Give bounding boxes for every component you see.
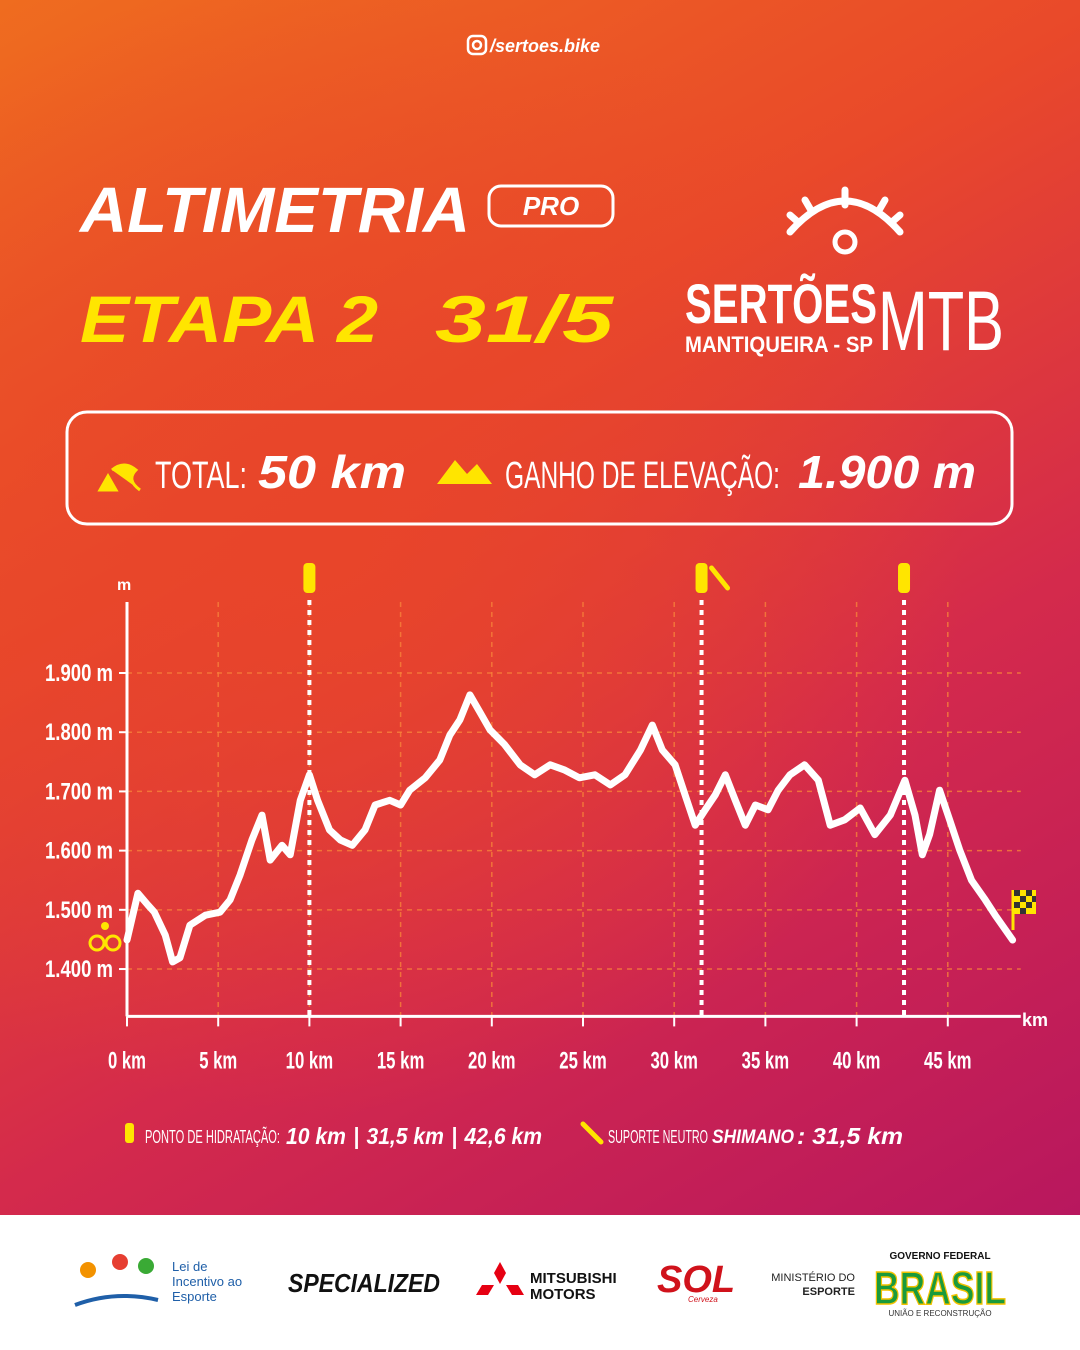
bottle-icon bbox=[125, 1123, 134, 1143]
instagram-icon bbox=[466, 34, 488, 56]
start-icon bbox=[88, 922, 122, 952]
instagram-icon bbox=[471, 39, 483, 51]
header: /sertoes.bike ALTIMETRIA PRO ETAPA 2 31/… bbox=[78, 34, 615, 356]
chart: 1.400 m 1.500 m 1.600 m 1.700 m 1.800 m 1.900… bbox=[45, 563, 1021, 1074]
stage: ETAPA 2 bbox=[80, 282, 378, 356]
badge-frame bbox=[487, 184, 615, 228]
wrench-icon bbox=[709, 565, 731, 591]
sol-sub: Cerveza bbox=[688, 1295, 718, 1304]
x-tick-label: 45 km bbox=[924, 1047, 972, 1074]
ministerio: MINISTÉRIO DO bbox=[771, 1271, 855, 1284]
stats-frame bbox=[65, 410, 1014, 526]
date: 31/5 bbox=[435, 282, 615, 356]
sponsors: Lei de Incentivo ao Esporte SPECIALIZED … bbox=[74, 1251, 1007, 1318]
stats: TOTAL: 50 km GANHO DE ELEVAÇÃO: 1.900 m bbox=[65, 410, 1014, 526]
mitsubishi: MITSUBISHI bbox=[530, 1270, 617, 1287]
lei-text: Lei de bbox=[172, 1259, 207, 1274]
title: ALTIMETRIA bbox=[78, 174, 470, 246]
bottle-icon bbox=[303, 563, 316, 593]
profile-line bbox=[123, 691, 1017, 966]
gov-sub: UNIÃO E RECONSTRUÇÃO bbox=[888, 1309, 991, 1318]
bottle-icon bbox=[695, 563, 708, 593]
x-tick-label: 20 km bbox=[468, 1047, 516, 1074]
logo-suffix: MTB bbox=[878, 274, 1004, 368]
hydration-value: 10 km bbox=[286, 1123, 346, 1149]
total-value: 50 km bbox=[258, 446, 406, 498]
x-tick-label: 15 km bbox=[377, 1047, 425, 1074]
logo-ray bbox=[888, 211, 904, 226]
logo-ray bbox=[874, 196, 889, 216]
specialized: SPECIALIZED bbox=[288, 1268, 440, 1298]
mitsubishi: MOTORS bbox=[530, 1286, 596, 1303]
logo-ray bbox=[786, 211, 802, 226]
support-brand: SHIMANO bbox=[712, 1127, 794, 1148]
logo-place: MANTIQUEIRA - SP bbox=[685, 332, 873, 357]
gov-main: BRASIL bbox=[874, 1262, 1006, 1314]
lei-text: Incentivo ao bbox=[172, 1274, 242, 1289]
route-icon bbox=[97, 463, 141, 492]
x-tick-label: 30 km bbox=[650, 1047, 698, 1074]
lei-text: Esporte bbox=[172, 1289, 217, 1304]
total-label: TOTAL: bbox=[155, 455, 247, 497]
y-tick-label: 1.500 m bbox=[45, 897, 113, 924]
footer bbox=[0, 1215, 1080, 1350]
background bbox=[0, 0, 1080, 1215]
event-logo bbox=[786, 186, 904, 255]
hydration-value: 31,5 km bbox=[366, 1123, 443, 1149]
logo-ray bbox=[801, 196, 816, 216]
y-tick-label: 1.700 m bbox=[45, 778, 113, 805]
mitsubishi-icon bbox=[476, 1262, 524, 1295]
separator: | bbox=[451, 1123, 457, 1149]
gov-top: GOVERNO FEDERAL bbox=[889, 1251, 990, 1262]
sol: SOL bbox=[657, 1259, 735, 1301]
lei-icon bbox=[74, 1254, 159, 1307]
bottle-icon bbox=[898, 563, 911, 593]
y-tick-label: 1.800 m bbox=[45, 719, 113, 746]
wrench-icon bbox=[580, 1121, 604, 1145]
y-tick-label: 1.400 m bbox=[45, 956, 113, 983]
ministerio: ESPORTE bbox=[802, 1286, 855, 1298]
support-label: SUPORTE NEUTRO bbox=[608, 1127, 708, 1147]
hydration-values: 10 km | 31,5 km | 42,6 km bbox=[286, 1123, 542, 1149]
x-tick-label: 40 km bbox=[833, 1047, 881, 1074]
handle: /sertoes.bike bbox=[489, 36, 600, 56]
gain-label: GANHO DE ELEVAÇÃO: bbox=[505, 454, 780, 497]
x-tick-label: 0 km bbox=[108, 1047, 146, 1074]
mountain-icon bbox=[437, 460, 492, 484]
x-tick-label: 10 km bbox=[286, 1047, 334, 1074]
y-axis-label: m bbox=[117, 577, 131, 594]
support-value: : 31,5 km bbox=[797, 1123, 903, 1149]
separator: | bbox=[353, 1123, 359, 1149]
x-tick-label: 25 km bbox=[559, 1047, 607, 1074]
logo-name: SERTÕES bbox=[685, 272, 877, 335]
x-tick-label: 5 km bbox=[199, 1047, 237, 1074]
badge: PRO bbox=[523, 191, 579, 221]
legend: PONTO DE HIDRATAÇÃO: 10 km | 31,5 km | 42,6 … bbox=[125, 1121, 903, 1149]
y-tick-label: 1.600 m bbox=[45, 838, 113, 865]
finish-flag bbox=[1011, 890, 1036, 930]
x-axis-label: km bbox=[1022, 1010, 1048, 1030]
y-tick-label: 1.900 m bbox=[45, 660, 113, 687]
x-tick-label: 35 km bbox=[742, 1047, 790, 1074]
gain-value: 1.900 m bbox=[798, 446, 976, 498]
hydration-value: 42,6 km bbox=[464, 1123, 542, 1149]
hydration-label: PONTO DE HIDRATAÇÃO: bbox=[145, 1126, 280, 1147]
logo-gear bbox=[832, 229, 858, 255]
